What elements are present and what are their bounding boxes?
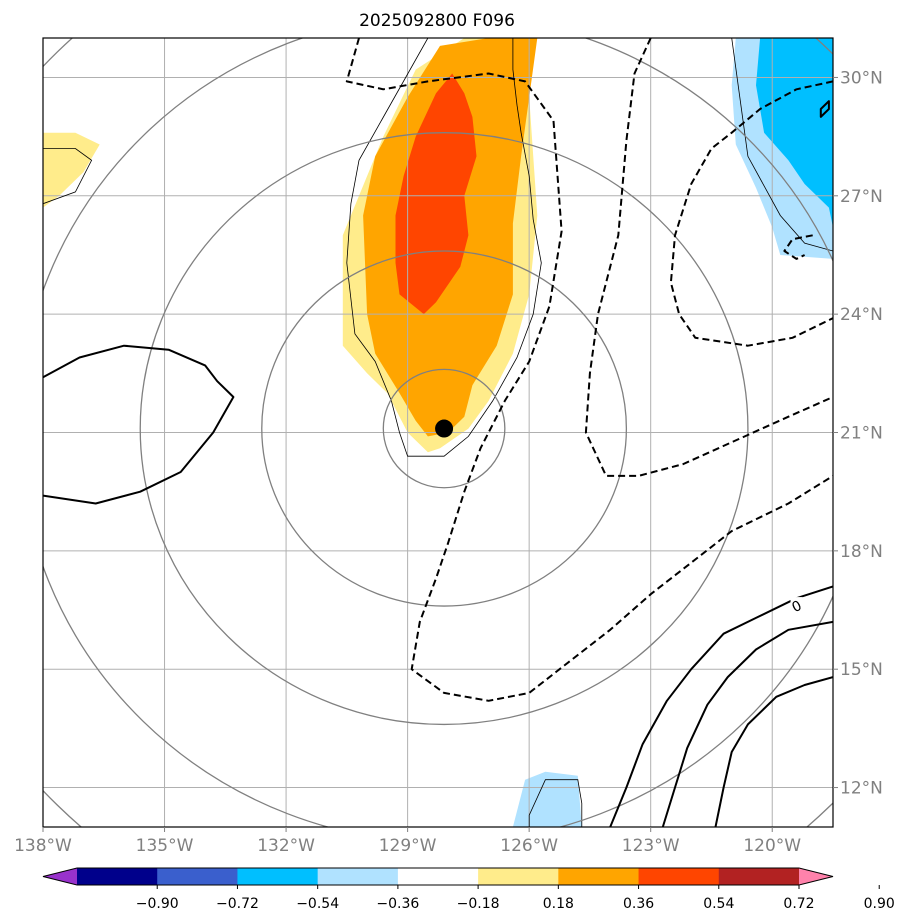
range-ring-1: [261, 250, 628, 607]
x-tick-label-6: 120°W: [743, 836, 801, 856]
contour-thin-west-outline: [43, 148, 93, 205]
x-tick-label-5: 123°W: [622, 836, 680, 856]
colorbar-segment-7: [638, 868, 720, 885]
colorbar-extend-high: [799, 868, 833, 885]
colorbar-label-1: −0.72: [216, 896, 259, 912]
colorbar-segment-1: [157, 868, 238, 885]
contour-thin-main-outline: [346, 38, 542, 457]
line-contours: 0: [43, 38, 833, 827]
colorbar-segment-2: [237, 868, 319, 885]
colorbar-label-5: 0.18: [543, 896, 574, 912]
y-tick-label-4: 24°N: [840, 305, 883, 325]
y-tick-label-2: 18°N: [840, 542, 883, 562]
colorbar-segment-3: [317, 868, 399, 885]
colorbar-label-2: −0.54: [296, 896, 339, 912]
colorbar-segment-6: [558, 868, 640, 885]
x-tick-label-4: 126°W: [500, 836, 558, 856]
colorbar-outline: [42, 867, 834, 886]
contour-dashed-ne-small: [783, 234, 813, 260]
chart-title: 2025092800 F096: [359, 11, 515, 31]
x-tick-label-3: 129°W: [379, 836, 437, 856]
colorbar-segment-8: [718, 868, 800, 885]
filled-contours: [43, 38, 833, 827]
contour-thin-ne-outline: [731, 38, 833, 252]
axis-ticks: 138°W 135°W 132°W 129°W 126°W 123°W 120°W 12°N 1…: [14, 68, 883, 856]
y-tick-label-3: 21°N: [840, 424, 883, 444]
colorbar-label-6: 0.36: [623, 896, 654, 912]
contour-solid-west-loop: [43, 344, 235, 505]
colorbar-label-7: 0.54: [703, 896, 734, 912]
filled-region-positive-main-red: [395, 73, 477, 315]
thin-contours: [43, 38, 833, 827]
colorbar-label-0: −0.90: [136, 896, 179, 912]
y-tick-label-6: 30°N: [840, 68, 883, 88]
colorbar-segment-4: [397, 868, 479, 885]
y-tick-label-0: 12°N: [840, 779, 883, 799]
contour-solid-ne-small: [819, 100, 830, 118]
filled-region-positive-west-light: [43, 132, 100, 208]
colorbar: −0.90 −0.72 −0.54 −0.36 −0.18 0.18 0.36 0.54 0.7…: [42, 867, 895, 912]
contour-solid-se-3: [714, 676, 833, 827]
center-marker-layer: [435, 419, 454, 438]
contour-thin-south-outline: [528, 779, 583, 827]
range-ring-2: [139, 132, 749, 726]
contour-dashed-ne-loop: [669, 80, 833, 347]
colorbar-label-9: 0.90: [864, 896, 895, 912]
contour-solid-se-1: [609, 585, 833, 827]
center-marker: [435, 419, 454, 438]
filled-region-negative-ne-blue: [756, 38, 833, 228]
range-ring-0: [382, 368, 506, 489]
x-tick-label-1: 135°W: [136, 836, 194, 856]
contour-dashed-top-left: [345, 38, 833, 702]
colorbar-segment-5: [478, 868, 559, 885]
contour-label-bg: [790, 597, 803, 614]
colorbar-segment-0: [77, 868, 158, 885]
x-tick-label-0: 138°W: [14, 836, 72, 856]
contour-dashed-right-loop: [584, 38, 833, 477]
colorbar-label-8: 0.72: [783, 896, 814, 912]
x-tick-label-2: 132°W: [257, 836, 315, 856]
colorbar-label-4: −0.18: [457, 896, 500, 912]
colorbar-label-3: −0.36: [376, 896, 419, 912]
y-tick-label-5: 27°N: [840, 187, 883, 207]
contour-solid-se-2: [661, 620, 833, 827]
y-tick-label-1: 15°N: [840, 660, 883, 680]
colorbar-extend-low: [43, 868, 77, 885]
